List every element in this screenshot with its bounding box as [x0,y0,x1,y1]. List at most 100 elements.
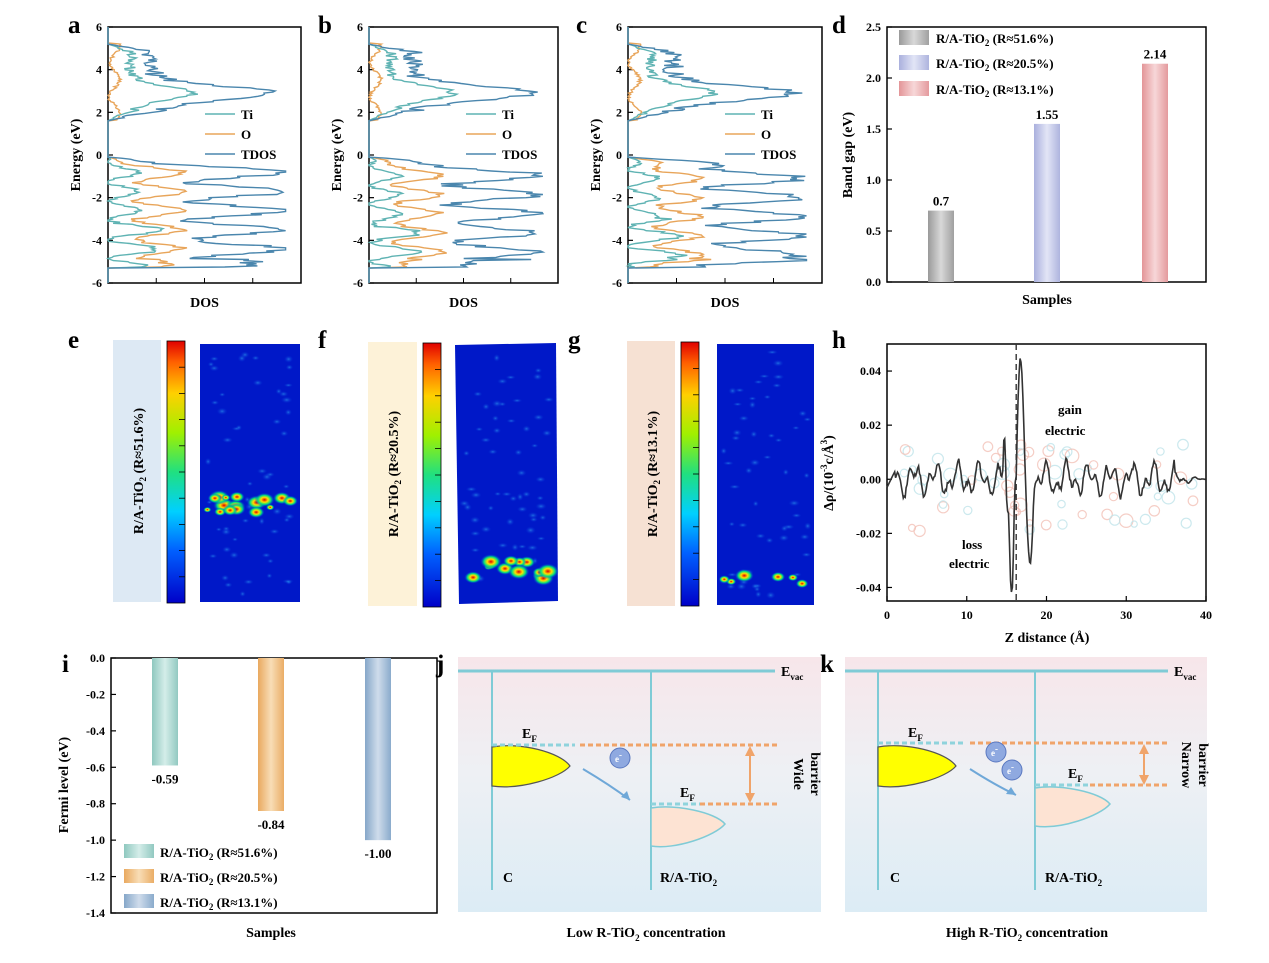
density-spot [279,430,289,437]
y-tick-label: 6 [96,20,102,34]
arrow-head [1139,744,1149,754]
density-spot [801,552,812,558]
atom [1024,524,1036,535]
electron-label: e- [615,750,622,764]
density-spot [726,572,738,577]
legend-swatch [899,81,929,96]
density-spot [762,455,772,460]
atom [902,445,914,458]
density-spot [728,484,741,490]
density-spot [494,491,502,497]
density-spot [251,355,260,361]
density-spot [284,408,292,416]
density-spot [778,534,790,542]
atom [1130,520,1138,528]
density-hotspot [508,564,530,580]
y-tick-label: -6 [612,276,622,290]
density-spot [782,468,789,476]
annotation-gain: electric [1045,423,1086,438]
y-tick-label: -4 [353,233,363,247]
density-spot [482,403,490,411]
legend-label: R/A-TiO2 (R≈13.1%) [160,895,278,912]
atom [913,524,926,538]
density-spot [216,407,228,416]
panel-label-h: h [832,327,846,354]
density-hotspot [787,573,799,582]
arrow-head [1006,787,1016,795]
density-spot [536,495,544,501]
density-spot [275,388,283,395]
y-tick-label: 4 [357,63,363,77]
density-spot [243,579,254,585]
legend-label: O [502,127,512,142]
bandgap-chart: 0.0 0.5 1.0 1.5 2.0 2.5 Band gap (eV) Samples… [841,20,1207,308]
dos-curve-ti [105,27,199,283]
atom [1001,479,1014,492]
y-tick-label: 2 [357,105,363,119]
panel-label-e: e [68,327,79,354]
density-spot [737,522,748,528]
density-spot [765,591,776,600]
density-spot [803,417,812,422]
density-spot [487,505,495,511]
density-spot [750,430,758,438]
density-spot [765,537,774,544]
electron-icon [985,741,1007,763]
density-spot [788,499,801,507]
y-tick-label: -1.0 [86,833,105,847]
atom [1042,445,1055,458]
legend-label: R/A-TiO2 (R≈51.6%) [160,845,278,862]
density-spot [241,518,250,524]
dos-curve-tdos [368,27,546,283]
atom [982,441,994,453]
density-spot [511,543,519,552]
density-hotspot [795,579,809,588]
bar [1142,63,1168,282]
legend-label: TDOS [241,147,276,162]
atom [1109,514,1121,526]
y-tick-label: 0.5 [866,224,881,238]
density-spot [505,375,516,380]
atom [899,444,911,455]
density-spot [541,429,553,437]
y-tick-label: 2 [616,105,622,119]
density-spot [767,433,776,439]
density-spot [516,469,527,477]
density-spot [470,547,480,553]
dos-chart-a: -6 -4 -2 0 2 4 6 Energy (eV) DOS Ti O TDOS [69,20,302,311]
density-hotspot [222,505,238,516]
scheme-caption: Low R-TiO2 concentration [566,926,725,943]
density-spot [772,374,785,380]
density-hotspot [247,506,265,518]
bar-value-label: -0.84 [257,817,285,832]
y-tick-label: 0 [357,148,363,162]
legend-label: R/A-TiO2 (R≈20.5%) [936,56,1054,73]
density-spot [215,527,222,532]
panel-label-j: j [435,651,444,678]
atom [1059,449,1071,460]
map-e: R/A-TiO2 (R≈51.6%) [113,340,300,604]
density-spot [269,528,280,535]
dos-curve-o [367,27,448,283]
density-spot [734,387,745,393]
density-hotspot [221,494,231,501]
y-tick-label: 0 [616,148,622,162]
atom [1047,464,1063,480]
density-spot [744,467,753,475]
y-tick-label: -4 [612,233,622,247]
density-map [455,343,558,604]
density-spot [752,500,759,507]
density-spot [497,378,508,385]
density-hotspot [203,506,212,513]
legend-label: O [761,127,771,142]
density-spot [732,402,743,407]
density-spot [755,533,766,539]
arrow-head [745,746,755,756]
y-axis-label: Band gap (eV) [841,111,856,198]
panel-label-g: g [568,327,581,354]
density-spot [728,521,735,527]
density-spot [224,582,233,588]
density-spot [532,373,543,381]
legend-swatch [899,30,929,45]
dos-chart-c: -6 -4 -2 0 2 4 6 Energy (eV) DOS Ti O TDOS [589,20,823,311]
